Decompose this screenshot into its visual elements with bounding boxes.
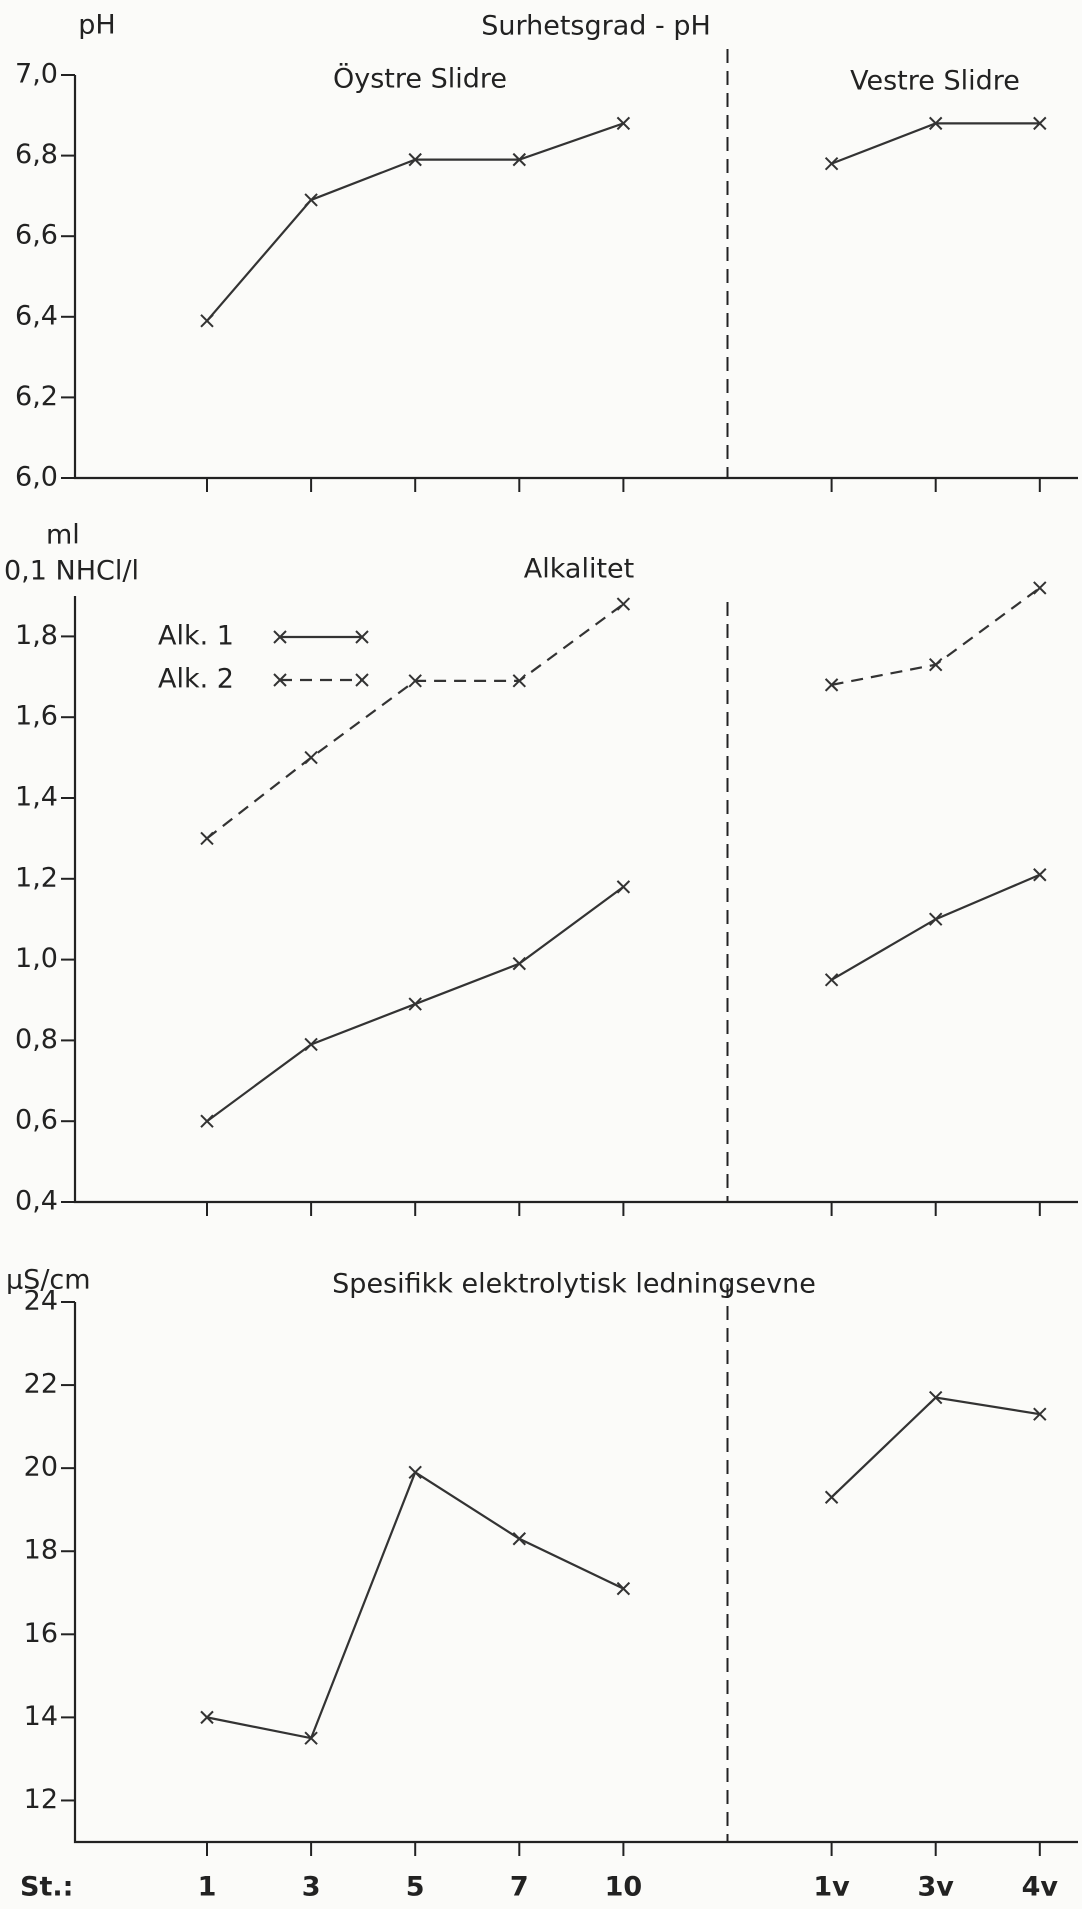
y-axis-label: ml — [46, 520, 80, 551]
point-marker — [824, 973, 839, 987]
point-marker — [616, 597, 631, 611]
chart-title: Spesifikk elektrolytisk ledningsevne — [332, 1269, 816, 1300]
x-axis-label: St.: — [20, 1872, 73, 1903]
series-line — [206, 587, 1041, 840]
series-line — [206, 1396, 1040, 1740]
point-marker — [512, 674, 527, 688]
y-tick-label: 16 — [24, 1618, 58, 1649]
point-marker — [1033, 581, 1047, 595]
y-tick-label: 1,2 — [15, 862, 58, 893]
x-tick-label: 1v — [813, 1872, 850, 1903]
legend-marker — [355, 630, 369, 644]
point-marker — [200, 831, 214, 846]
y-tick-label: 0,6 — [15, 1105, 58, 1136]
y-tick-label: 6,6 — [15, 220, 58, 251]
axis-line — [73, 1302, 1078, 1844]
point-marker — [408, 674, 422, 688]
x-tick-label: 1 — [198, 1872, 217, 1903]
point-marker — [408, 997, 422, 1011]
y-tick-label: 14 — [24, 1701, 58, 1732]
point-marker — [1033, 1407, 1047, 1421]
point-marker — [304, 750, 318, 765]
point-marker — [616, 1581, 631, 1596]
point-marker — [304, 1731, 318, 1745]
y-tick-label: 6,4 — [15, 300, 58, 331]
point-marker — [616, 880, 631, 894]
x-tick-label: 10 — [605, 1872, 643, 1903]
legend-marker — [273, 673, 287, 687]
point-marker — [304, 193, 318, 207]
point-marker — [824, 156, 839, 171]
legend-marker — [355, 673, 369, 687]
y-tick-label: 1,8 — [15, 620, 58, 651]
annotation: Vestre Slidre — [850, 66, 1020, 97]
legend-label: Alk. 2 — [158, 664, 234, 695]
y-tick-label: 0,8 — [15, 1024, 58, 1055]
point-marker — [200, 314, 214, 328]
y-tick-label: 22 — [24, 1369, 58, 1400]
x-tick-label: 3 — [302, 1872, 321, 1903]
chart-title: Surhetsgrad - pH — [481, 11, 711, 42]
axis-line — [73, 75, 1078, 480]
point-marker — [408, 1465, 422, 1480]
y-tick-label: 24 — [24, 1286, 58, 1317]
point-marker — [824, 678, 839, 692]
point-marker — [512, 956, 527, 971]
point-marker — [824, 1490, 839, 1504]
y-tick-label: 1,6 — [15, 701, 58, 732]
y-tick-label: 6,0 — [15, 462, 58, 493]
point-marker — [928, 912, 943, 926]
y-tick-label: 6,8 — [15, 139, 58, 170]
point-marker — [200, 1710, 214, 1725]
series-line — [206, 122, 1040, 322]
y-tick-label: 1,4 — [15, 782, 58, 813]
point-marker — [512, 1532, 527, 1546]
x-tick-label: 4v — [1022, 1872, 1059, 1903]
y-axis-label: pH — [78, 10, 115, 41]
x-tick-label: 5 — [406, 1872, 425, 1903]
y-tick-label: 20 — [24, 1452, 58, 1483]
point-marker — [1033, 868, 1047, 882]
point-marker — [408, 152, 422, 167]
point-marker — [512, 152, 527, 167]
y-tick-label: 12 — [24, 1784, 58, 1815]
y-tick-label: 18 — [24, 1535, 58, 1566]
point-marker — [1033, 116, 1047, 131]
y-tick-label: 6,2 — [15, 381, 58, 412]
point-marker — [304, 1037, 318, 1052]
series-line — [206, 873, 1041, 1123]
point-marker — [928, 657, 943, 672]
y-tick-label: 1,0 — [15, 943, 58, 974]
y-axis-label: µS/cm — [6, 1265, 91, 1296]
legend-label: Alk. 1 — [158, 621, 234, 652]
y-tick-label: 0,4 — [15, 1186, 58, 1217]
y-axis-label: 0,1 NHCl/l — [4, 556, 139, 587]
point-marker — [928, 116, 943, 131]
point-marker — [616, 116, 631, 131]
x-tick-label: 7 — [510, 1872, 529, 1903]
y-tick-label: 7,0 — [15, 59, 58, 90]
x-tick-label: 3v — [918, 1872, 955, 1903]
point-marker — [200, 1114, 214, 1128]
point-marker — [928, 1390, 943, 1405]
legend-marker — [273, 630, 287, 644]
annotation: Öystre Slidre — [333, 63, 507, 95]
chart-title: Alkalitet — [524, 554, 634, 585]
